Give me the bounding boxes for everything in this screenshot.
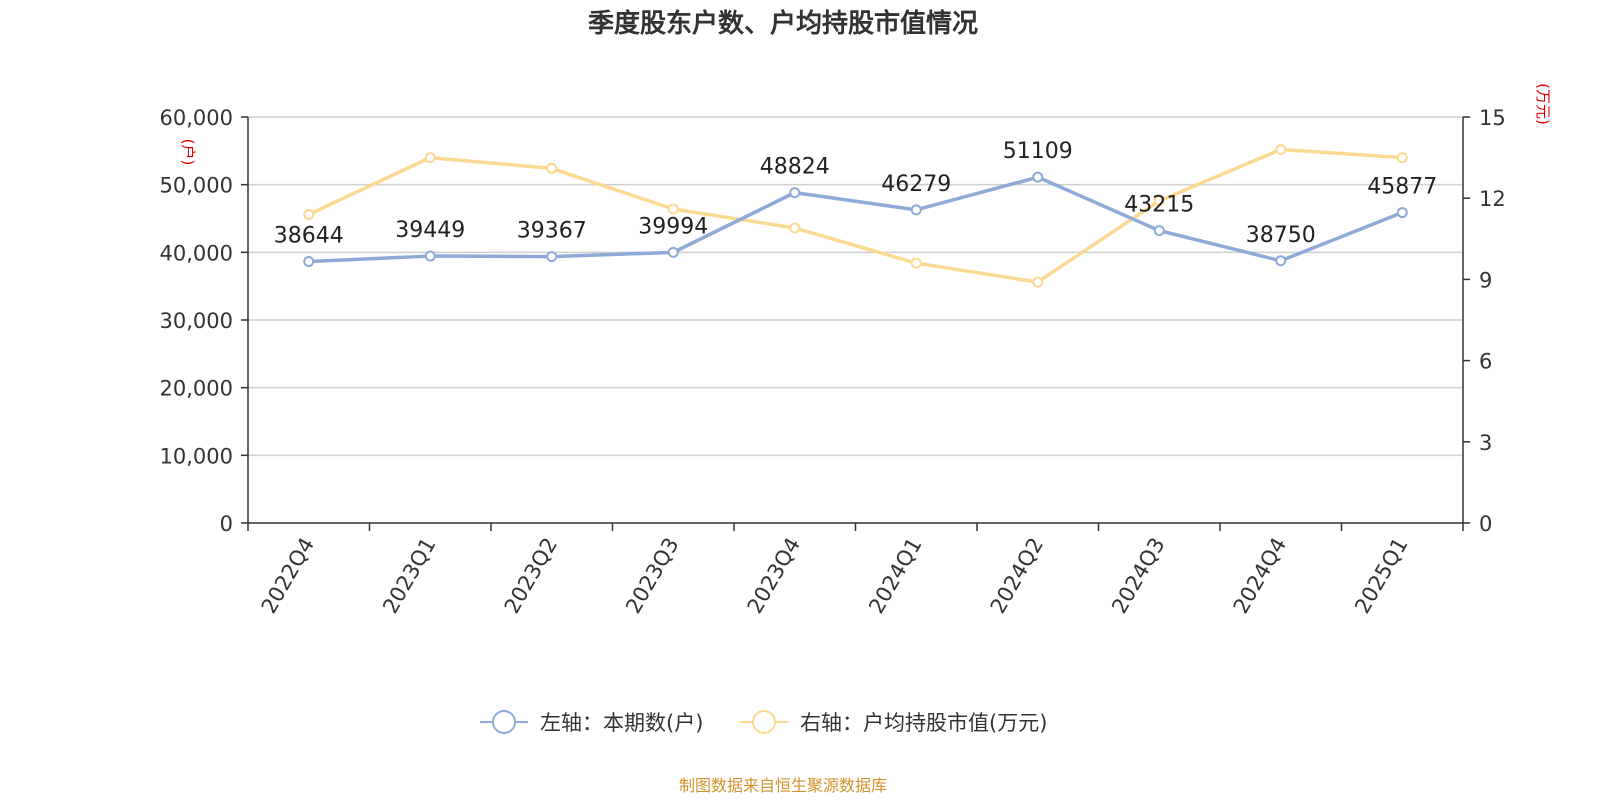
series-0-point-9[interactable] [1396, 207, 1408, 219]
left-tick-label-0: 0 [220, 512, 233, 536]
right-tick-label-3: 9 [1479, 268, 1492, 292]
series-0-point-8[interactable] [1275, 255, 1287, 267]
left-tick-label-1: 10,000 [160, 444, 233, 468]
series-1-point-8[interactable] [1275, 143, 1287, 155]
series-1-point-4[interactable] [789, 222, 801, 234]
series-1-point-5[interactable] [910, 257, 922, 269]
x-tick-label-9: 2025Q1 [1350, 534, 1412, 618]
right-tick-label-5: 15 [1479, 106, 1506, 130]
series-0-label-8: 38750 [1246, 223, 1316, 248]
right-tick-label-2: 6 [1479, 350, 1492, 374]
x-tick-label-7: 2024Q3 [1107, 534, 1169, 618]
series-layer [303, 143, 1408, 288]
series-0-point-5[interactable] [910, 204, 922, 216]
series-0-label-4: 48824 [760, 155, 830, 180]
x-tick-label-4: 2023Q4 [743, 534, 805, 618]
series-1-point-9[interactable] [1396, 152, 1408, 164]
source-note: 制图数据来自恒生聚源数据库 [679, 776, 887, 795]
series-line-0 [308, 175, 1403, 264]
series-1-point-2[interactable] [546, 162, 558, 174]
x-tick-label-0: 2022Q4 [257, 534, 319, 618]
series-0-label-0: 38644 [274, 224, 344, 249]
series-0-point-7[interactable] [1153, 225, 1165, 237]
series-0-label-5: 46279 [881, 172, 951, 197]
chart-title: 季度股东户数、户均持股市值情况 [588, 8, 978, 39]
series-0-point-3[interactable] [667, 246, 679, 258]
series-0-point-2[interactable] [546, 251, 558, 263]
series-1-point-7[interactable] [1153, 195, 1165, 207]
left-tick-label-3: 30,000 [160, 309, 233, 333]
series-1-point-6[interactable] [1032, 276, 1044, 288]
right-tick-label-0: 0 [1479, 512, 1492, 536]
series-0-label-1: 39449 [395, 218, 465, 243]
left-tick-label-5: 50,000 [160, 174, 233, 198]
series-0-label-2: 39367 [517, 219, 587, 244]
series-0-label-7: 43215 [1124, 193, 1194, 218]
data-labels: 38644 39449 39367 39994 48824 46279 51109 43215… [274, 139, 1438, 248]
right-axis-unit: (万元) [1534, 83, 1552, 125]
axes: 0 10,000 20,000 30,000 40,000 50,000 60,000 0 3 6… [160, 83, 1552, 618]
left-tick-label-6: 60,000 [160, 106, 233, 130]
series-0-point-1[interactable] [424, 250, 436, 262]
legend[interactable]: 左轴：本期数(户) 右轴：户均持股市值(万元) [480, 710, 1047, 735]
right-tick-label-4: 12 [1479, 187, 1506, 211]
series-1-point-0[interactable] [303, 208, 315, 220]
series-0-label-3: 39994 [638, 214, 708, 239]
legend-item-0[interactable]: 左轴：本期数(户) [480, 710, 703, 735]
series-0-label-6: 51109 [1003, 139, 1073, 164]
x-tick-label-3: 2023Q3 [621, 534, 683, 618]
series-0-label-9: 45877 [1367, 175, 1437, 200]
x-tick-label-1: 2023Q1 [378, 534, 440, 618]
x-tick-label-6: 2024Q2 [986, 534, 1048, 618]
legend-label-1: 右轴：户均持股市值(万元) [800, 711, 1047, 735]
legend-label-0: 左轴：本期数(户) [540, 711, 703, 735]
series-line-1 [308, 147, 1403, 284]
x-tick-label-2: 2023Q2 [500, 534, 562, 618]
series-0-point-0[interactable] [303, 256, 315, 268]
series-0-point-6[interactable] [1032, 171, 1044, 183]
series-1-point-3[interactable] [667, 203, 679, 215]
legend-swatch-marker-1 [752, 710, 776, 734]
left-tick-label-2: 20,000 [160, 377, 233, 401]
left-axis-unit: (户) [179, 139, 197, 166]
grid-lines [248, 116, 1463, 457]
x-tick-label-8: 2024Q4 [1229, 534, 1291, 618]
right-tick-label-1: 3 [1479, 431, 1492, 455]
legend-swatch-marker-0 [492, 710, 516, 734]
left-tick-label-4: 40,000 [160, 241, 233, 265]
series-1-point-1[interactable] [424, 152, 436, 164]
x-tick-label-5: 2024Q1 [864, 534, 926, 618]
series-0-point-4[interactable] [789, 187, 801, 199]
legend-item-1[interactable]: 右轴：户均持股市值(万元) [740, 710, 1047, 735]
